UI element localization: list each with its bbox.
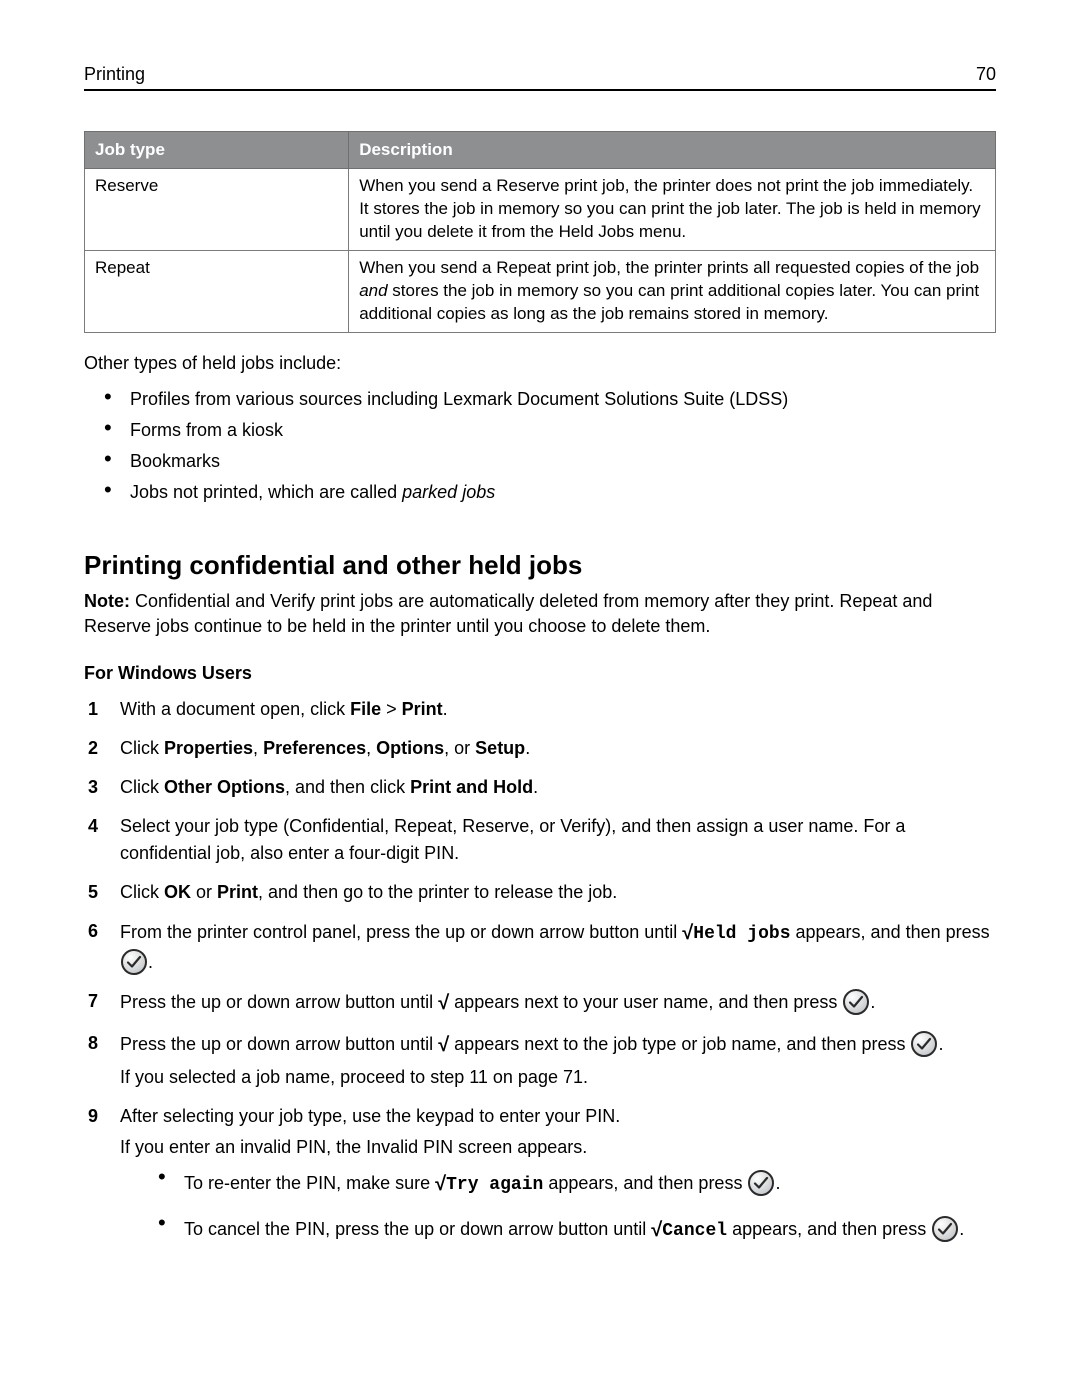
- table-col-jobtype: Job type: [85, 132, 349, 169]
- bold-text: Setup: [475, 738, 525, 758]
- check-icon: √: [435, 1173, 446, 1195]
- step-item: Press the up or down arrow button until …: [120, 1030, 996, 1091]
- step-item: With a document open, click File > Print…: [120, 696, 996, 723]
- step-item: Select your job type (Confidential, Repe…: [120, 813, 996, 867]
- other-types-intro: Other types of held jobs include:: [84, 351, 996, 376]
- note-label: Note:: [84, 591, 130, 611]
- bold-text: Print: [217, 882, 258, 902]
- step-item: From the printer control panel, press th…: [120, 918, 996, 976]
- select-button-icon: [842, 988, 870, 1016]
- bold-text: File: [350, 699, 381, 719]
- select-button-icon: [931, 1215, 959, 1243]
- document-page: Printing 70 Job type Description Reserve…: [0, 0, 1080, 1345]
- bold-text: Print: [402, 699, 443, 719]
- bold-text: Properties: [164, 738, 253, 758]
- step-item: Press the up or down arrow button until …: [120, 988, 996, 1018]
- mono-text: Try again: [446, 1175, 543, 1195]
- list-item: Profiles from various sources including …: [124, 384, 996, 415]
- mono-text: Cancel: [662, 1221, 727, 1241]
- check-icon: √: [438, 992, 449, 1014]
- table-row: ReserveWhen you send a Reserve print job…: [85, 169, 996, 251]
- subsection-heading: For Windows Users: [84, 663, 996, 684]
- list-item: Jobs not printed, which are called parke…: [124, 477, 996, 508]
- job-type-table: Job type Description ReserveWhen you sen…: [84, 131, 996, 333]
- check-icon: √: [438, 1034, 449, 1056]
- table-row: RepeatWhen you send a Repeat print job, …: [85, 250, 996, 332]
- bold-text: Options: [376, 738, 444, 758]
- check-icon: √: [651, 1219, 662, 1241]
- check-icon: √: [682, 922, 693, 944]
- step-sublist: To re-enter the PIN, make sure √Try agai…: [120, 1161, 996, 1253]
- header-page-number: 70: [976, 64, 996, 85]
- list-item: Forms from a kiosk: [124, 415, 996, 446]
- bold-text: OK: [164, 882, 191, 902]
- steps-list: With a document open, click File > Print…: [84, 696, 996, 1253]
- mono-text: Held jobs: [693, 924, 790, 944]
- section-heading: Printing confidential and other held job…: [84, 550, 996, 581]
- select-button-icon: [910, 1030, 938, 1058]
- table-col-description: Description: [349, 132, 996, 169]
- other-types-list: Profiles from various sources including …: [84, 384, 996, 508]
- cell-jobtype: Repeat: [85, 250, 349, 332]
- step-item: Click Properties, Preferences, Options, …: [120, 735, 996, 762]
- cell-description: When you send a Repeat print job, the pr…: [349, 250, 996, 332]
- note-paragraph: Note: Confidential and Verify print jobs…: [84, 589, 996, 639]
- bold-text: Preferences: [263, 738, 366, 758]
- select-button-icon: [747, 1169, 775, 1197]
- select-button-icon: [120, 948, 148, 976]
- page-header: Printing 70: [84, 64, 996, 91]
- step-item: After selecting your job type, use the k…: [120, 1103, 996, 1253]
- bold-text: Other Options: [164, 777, 285, 797]
- italic-text: parked jobs: [402, 482, 495, 502]
- step-item: Click OK or Print, and then go to the pr…: [120, 879, 996, 906]
- list-item: Bookmarks: [124, 446, 996, 477]
- cell-description: When you send a Reserve print job, the p…: [349, 169, 996, 251]
- step-item: Click Other Options, and then click Prin…: [120, 774, 996, 801]
- bold-text: Print and Hold: [410, 777, 533, 797]
- sublist-item: To re-enter the PIN, make sure √Try agai…: [178, 1161, 996, 1207]
- sublist-item: To cancel the PIN, press the up or down …: [178, 1207, 996, 1253]
- header-section: Printing: [84, 64, 145, 85]
- table-body: ReserveWhen you send a Reserve print job…: [85, 169, 996, 333]
- note-text: Confidential and Verify print jobs are a…: [84, 591, 932, 636]
- cell-jobtype: Reserve: [85, 169, 349, 251]
